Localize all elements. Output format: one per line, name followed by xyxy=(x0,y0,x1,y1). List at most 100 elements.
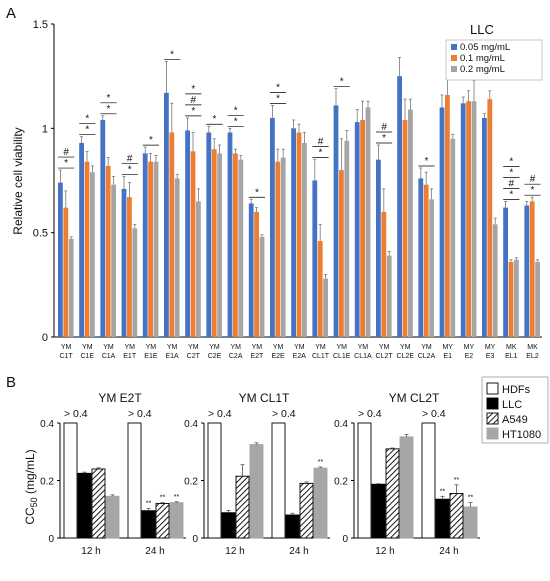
panel-b-y-tick-label: 0.4 xyxy=(184,419,198,430)
panel-a-bar xyxy=(333,105,339,337)
panel-a-bar xyxy=(142,153,148,337)
panel-a-label: A xyxy=(6,5,16,22)
panel-b-over-label: > 0.4 xyxy=(64,408,88,420)
panel-b-subplot: YM E2T 0 0.2 0.4 > 0.4 12 h ** ** ** > 0.4 24 h xyxy=(40,391,186,557)
panel-b-legend: HDFs LLC A549 HT1080 xyxy=(481,376,549,444)
panel-b-over-label: > 0.4 xyxy=(272,408,296,420)
panel-b-x-tick-label: 12 h xyxy=(225,546,244,557)
panel-a-bar xyxy=(259,236,265,337)
panel-a-bar xyxy=(429,199,434,337)
panel-a-legend-entry: 0.05 mg/mL xyxy=(460,42,510,53)
panel-a-x-tick-label: YM xyxy=(400,344,411,351)
panel-a-legend-box xyxy=(445,39,543,81)
panel-a-bar xyxy=(254,211,259,337)
panel-b-bar xyxy=(63,422,78,539)
panel-a-sig-mark: # xyxy=(509,178,515,189)
panel-a-bar xyxy=(503,207,508,337)
panel-b-y-tick-label: 0 xyxy=(192,534,198,545)
panel-a-x-tick-label: YM xyxy=(379,344,390,351)
panel-b-bar xyxy=(91,468,106,539)
panel-a-bar xyxy=(111,184,116,337)
panel-a-sig-mark: * xyxy=(191,106,195,117)
panel-a-y-tick-label: 1 xyxy=(42,123,48,135)
panel-a-bar xyxy=(280,157,286,337)
panel-a-sig-mark: * xyxy=(509,167,513,178)
panel-a-x-tick-label: MK xyxy=(506,344,517,351)
panel-b-bar xyxy=(141,510,156,539)
panel-a-x-tick-label: E1 xyxy=(443,353,452,360)
panel-a-bar xyxy=(397,76,402,338)
panel-a-x-tick-label: C2A xyxy=(229,353,243,360)
panel-b-legend-swatch xyxy=(486,427,499,440)
panel-b-y-tick-label: 0.4 xyxy=(40,419,54,430)
panel-a-bar xyxy=(423,184,429,337)
panel-a-bar xyxy=(100,119,106,337)
panel-a-x-tick-label: E2E xyxy=(271,353,285,360)
panel-a-y-tick-label: 0.5 xyxy=(33,228,48,240)
panel-a-bar xyxy=(402,119,408,337)
panel-b-over-label: > 0.4 xyxy=(358,408,382,420)
panel-a-bar xyxy=(68,238,74,337)
panel-b-bar xyxy=(207,422,222,539)
panel-a-sig-mark: * xyxy=(128,164,132,175)
panel-b-bar xyxy=(299,482,314,539)
panel-a-bar xyxy=(270,117,275,338)
panel-a-x-tick-label: CL1E xyxy=(333,353,351,360)
panel-a-x-tick-label: YM xyxy=(273,344,284,351)
panel-a-sig-mark: # xyxy=(318,137,324,148)
panel-a-x-tick-label: YM xyxy=(230,344,241,351)
panel-a-sig-mark: * xyxy=(319,148,323,159)
panel-a-sig-mark: * xyxy=(276,93,280,104)
panel-a-bar xyxy=(185,130,190,337)
panel-a-bar xyxy=(535,261,540,337)
panel-a-bar xyxy=(487,99,493,338)
panel-a-bar xyxy=(339,170,344,337)
panel-a-bar xyxy=(58,182,63,337)
panel-b-sig-mark: ** xyxy=(318,459,324,466)
panel-a-bar xyxy=(196,201,201,337)
panel-b-sig-mark: ** xyxy=(146,500,152,507)
panel-a-sig-mark: * xyxy=(170,50,174,61)
panel-a-x-tick-label: CL2E xyxy=(397,353,415,360)
panel-a-sig-mark: * xyxy=(213,114,217,125)
panel-b-x-tick-label: 24 h xyxy=(289,546,308,557)
panel-a-bar xyxy=(105,165,111,337)
panel-a-x-tick-label: YM xyxy=(61,344,72,351)
panel-a-bar xyxy=(132,228,138,337)
panel-a-bar xyxy=(439,107,445,337)
panel-a-bar xyxy=(233,153,238,337)
panel-b-bar xyxy=(371,483,386,539)
panel-a-bar xyxy=(445,94,450,338)
panel-b-bar xyxy=(221,512,236,539)
panel-a-legend-entry: 0.1 mg/mL xyxy=(460,53,505,64)
panel-b-bar xyxy=(105,495,120,539)
panel-b-y-tick-label: 0 xyxy=(48,534,54,545)
panel-a-sig-mark: * xyxy=(425,156,429,167)
panel-a-bar xyxy=(79,142,84,337)
panel-b-x-tick-label: 24 h xyxy=(145,546,164,557)
panel-a-x-tick-label: E3 xyxy=(486,353,495,360)
panel-b-legend-entry: LLC xyxy=(502,399,522,411)
panel-a-legend-swatch xyxy=(451,44,457,50)
panel-a-bar xyxy=(354,122,360,337)
panel-a-sig-mark: * xyxy=(382,133,386,144)
panel-a-bar xyxy=(63,207,69,337)
panel-a-sig-mark: # xyxy=(381,122,387,133)
panel-a-x-tick-label: C1T xyxy=(59,353,73,360)
panel-a-bar xyxy=(524,205,530,337)
panel-a-y-tick-label: 1.5 xyxy=(33,19,48,31)
panel-a-bar xyxy=(365,107,371,337)
panel-a-bar xyxy=(84,161,90,337)
panel-b-bar xyxy=(449,492,464,539)
panel-a-sig-mark: # xyxy=(530,174,536,185)
panel-a-bar xyxy=(217,153,222,337)
panel-a-x-tick-label: MK xyxy=(527,344,538,351)
panel-b-bar xyxy=(155,503,170,539)
panel-a-sig-mark: * xyxy=(531,185,535,196)
panel-a-bar xyxy=(211,149,217,337)
panel-a-bar xyxy=(291,128,296,337)
panel-b-legend-entry: HT1080 xyxy=(502,429,541,441)
panel-a-bar xyxy=(450,138,456,337)
panel-b-sig-mark: ** xyxy=(174,494,180,501)
